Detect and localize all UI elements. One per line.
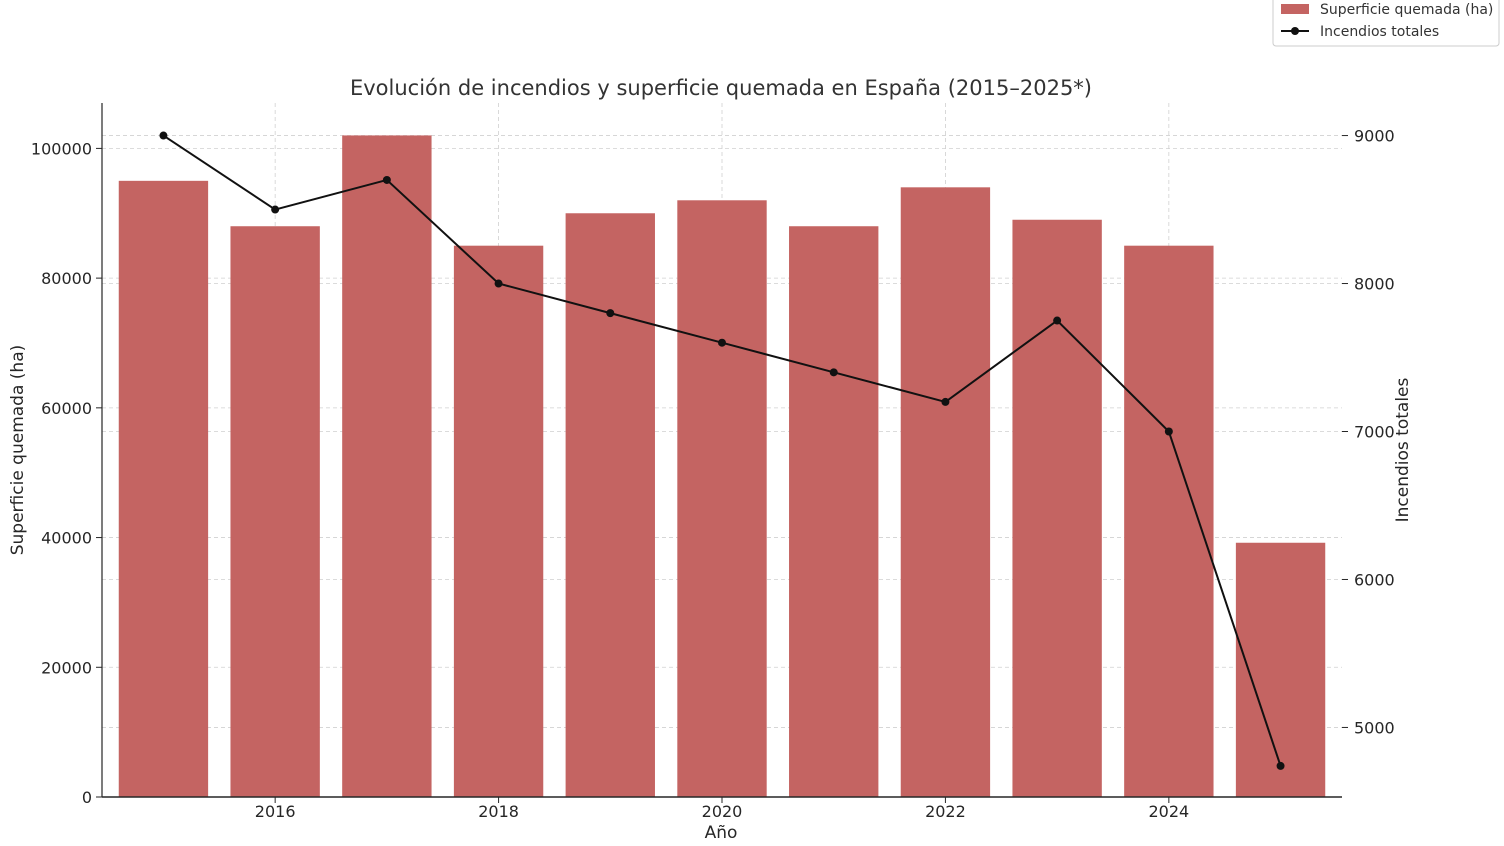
x-tick-label: 2020 [702,802,743,821]
bar [453,245,544,797]
data-point [382,175,391,184]
line-series [159,131,1285,770]
y2-tick-label: 7000 [1354,423,1395,442]
legend-label-bar: Superficie quemada (ha) [1320,2,1493,18]
y2-axis-title: Incendios totales [1393,377,1413,522]
legend-box [1272,0,1500,47]
legend: Superficie quemada (ha) Incendios totale… [1272,0,1500,47]
x-tick-label: 2018 [478,802,519,821]
y-tick-label: 20000 [41,658,92,677]
data-point [718,338,726,347]
data-point [271,205,280,214]
y2-tick-label: 6000 [1354,570,1395,589]
y-tick-label: 0 [82,788,92,807]
bar [1124,245,1214,797]
legend-label-line: Incendios totales [1320,24,1439,40]
y-axis-title: Superficie quemada (ha) [8,345,28,556]
bar [342,135,432,797]
data-point [159,131,168,140]
data-point [1164,427,1173,436]
bar [1012,219,1102,797]
bar [230,226,320,797]
tick-labels: 0 20000 40000 60000 80000 100000 5000 6000 7000 8… [31,127,1395,821]
data-point [1276,761,1285,770]
y-tick-label: 80000 [41,269,92,288]
legend-swatch-bar [1281,4,1309,14]
bar [565,213,655,797]
data-point [941,397,950,406]
x-tick-label: 2022 [925,802,966,821]
axes [96,103,1348,803]
data-point [1053,316,1062,325]
x-axis-title: Año [705,823,738,843]
bar [789,226,879,797]
x-tick-label: 2016 [255,802,296,821]
x-tick-label: 2024 [1148,802,1189,821]
data-point [606,309,615,318]
bar [1235,542,1326,797]
y-tick-label: 60000 [41,399,92,418]
bar [677,200,767,797]
legend-swatch-marker [1291,27,1299,35]
y2-tick-label: 5000 [1354,718,1395,737]
data-point [494,279,503,288]
bar [900,187,991,798]
bar [118,180,209,797]
y-tick-label: 40000 [41,529,92,548]
bar-series [118,135,1326,798]
data-point [829,368,838,377]
chart-title: Evolución de incendios y superficie quem… [350,76,1092,100]
y-tick-label: 100000 [31,139,92,158]
y2-tick-label: 8000 [1354,275,1395,294]
y2-tick-label: 9000 [1354,127,1395,146]
